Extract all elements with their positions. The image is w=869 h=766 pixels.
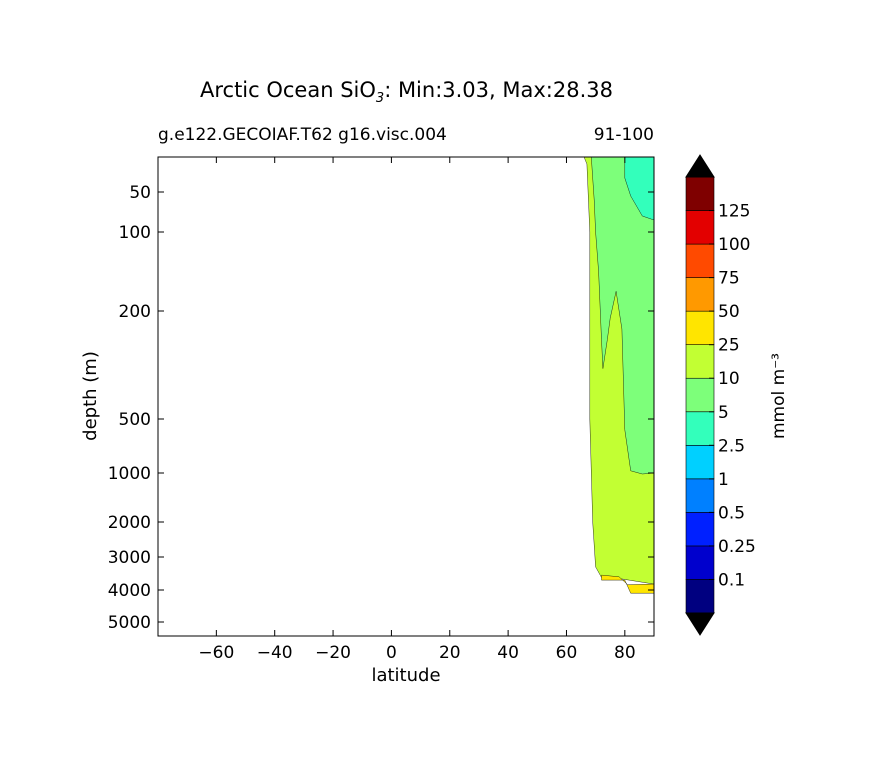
colorbar-segment — [685, 411, 715, 446]
colorbar-tick-label: 75 — [718, 269, 740, 289]
y-tick-label: 1000 — [108, 464, 151, 484]
y-tick-label: 2000 — [108, 513, 151, 533]
colorbar-label: mmol m⁻³ — [769, 353, 789, 439]
colorbar-segment — [685, 210, 715, 245]
y-tick-label: 200 — [119, 302, 151, 322]
y-tick-label: 500 — [119, 410, 151, 430]
contour-region-5-10 — [591, 156, 655, 475]
colorbar-tick-label: 25 — [718, 336, 740, 356]
colorbar-segment — [685, 243, 715, 278]
x-tick-label: −20 — [315, 643, 351, 663]
colorbar-tick-label: 0.1 — [718, 570, 745, 590]
y-tick-label: 50 — [129, 183, 151, 203]
colorbar-tick-label: 1 — [718, 470, 729, 490]
y-tick-label: 100 — [119, 223, 151, 243]
x-tick-label: 60 — [556, 643, 578, 663]
colorbar-segment — [685, 478, 715, 513]
chart-title: Arctic Ocean SiO3: Min:3.03, Max:28.38 — [199, 78, 613, 107]
y-tick-label: 4000 — [108, 581, 151, 601]
y-tick-label: 3000 — [108, 548, 151, 568]
colorbar-segment — [685, 545, 715, 580]
x-tick-label: −60 — [198, 643, 234, 663]
colorbar-segment — [685, 445, 715, 480]
y-axis-label: depth (m) — [80, 351, 101, 441]
x-tick-label: 20 — [439, 643, 461, 663]
colorbar-tick-label: 0.5 — [718, 503, 745, 523]
plot-area — [157, 156, 655, 637]
colorbar-tick-label: 100 — [718, 235, 750, 255]
colorbar-segment — [685, 310, 715, 345]
colorbar: 0.1 0.25 0.5 1 2.5 5 10 25 50 75 100 125 — [685, 154, 756, 636]
x-axis: −60 −40 −20 0 20 40 60 80 — [198, 157, 636, 663]
colorbar-tick-label: 125 — [718, 202, 750, 222]
x-tick-label: 80 — [614, 643, 636, 663]
colorbar-tick-label: 5 — [718, 403, 729, 423]
x-axis-label: latitude — [371, 665, 440, 686]
run-name-subtitle: g.e122.GECOIAF.T62 g16.visc.004 — [158, 125, 447, 145]
x-tick-label: −40 — [257, 643, 293, 663]
colorbar-tick-label: 0.25 — [718, 537, 756, 557]
colorbar-segment — [685, 512, 715, 547]
colorbar-segment — [685, 176, 715, 211]
y-tick-label: 5000 — [108, 613, 151, 633]
colorbar-segment — [685, 277, 715, 312]
colorbar-segment — [685, 377, 715, 413]
colorbar-segment — [685, 344, 715, 379]
colorbar-tick-label: 50 — [718, 302, 740, 322]
plot-frame — [157, 156, 655, 637]
year-range-subtitle: 91-100 — [593, 125, 654, 145]
colorbar-tick-label: 2.5 — [718, 436, 745, 456]
y-axis: 50 100 200 500 1000 2000 3000 4000 5000 — [108, 183, 654, 633]
colorbar-segment — [685, 579, 715, 614]
x-tick-label: 40 — [497, 643, 519, 663]
colorbar-extend-max — [685, 154, 715, 178]
x-tick-label: 0 — [386, 643, 397, 663]
colorbar-tick-label: 10 — [718, 369, 740, 389]
colorbar-extend-min — [685, 612, 715, 636]
